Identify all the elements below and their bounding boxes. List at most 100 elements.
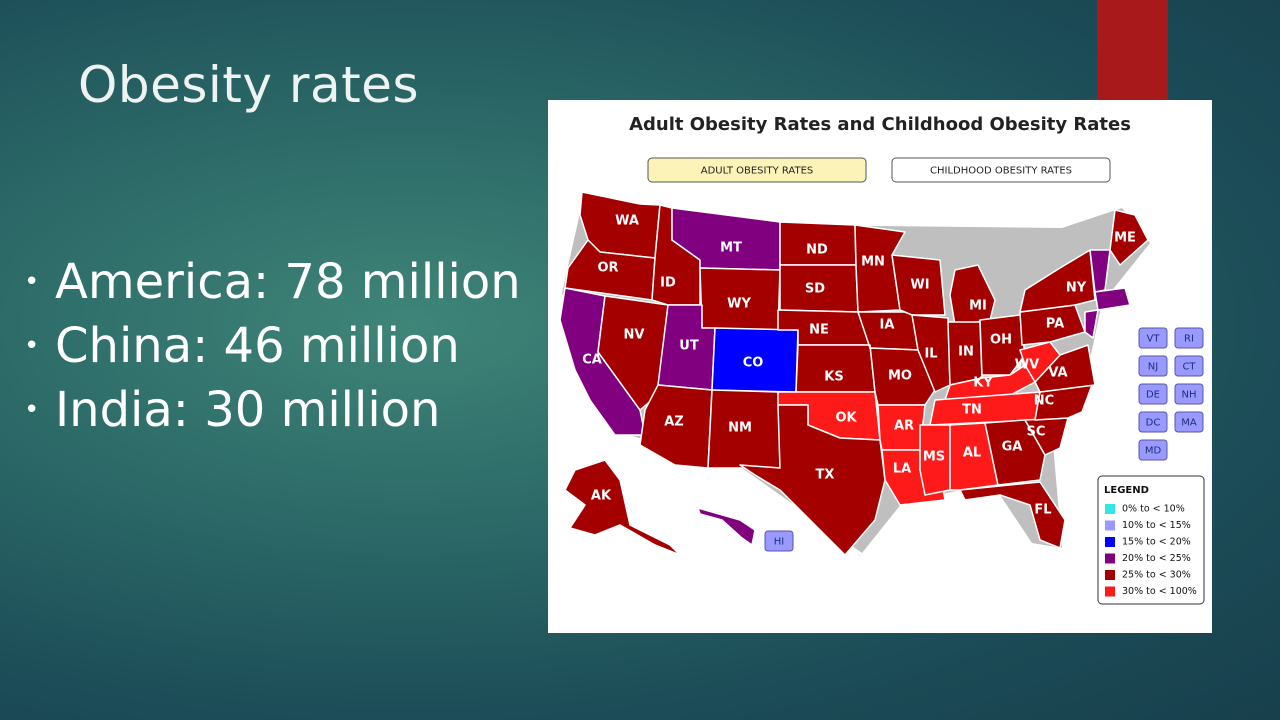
- state-label-ak: AK: [591, 489, 612, 504]
- state-shape-oh[interactable]: [979, 314, 1026, 376]
- legend-label: 25% to < 30%: [1122, 570, 1191, 581]
- state-button-label: DE: [1146, 390, 1160, 401]
- bullet-item: • America: 78 million: [24, 250, 521, 314]
- state-shape-ga[interactable]: [984, 419, 1046, 486]
- state-region-ma-ct-ri: [1094, 287, 1131, 311]
- legend-item: 20% to < 25%: [1105, 553, 1191, 564]
- legend-item: 25% to < 30%: [1105, 570, 1191, 581]
- state-label-me: ME: [1114, 231, 1136, 246]
- state-label-sc: SC: [1027, 425, 1046, 440]
- state-label-nv: NV: [624, 328, 645, 343]
- legend-label: 0% to < 10%: [1122, 504, 1185, 515]
- state-label-il: IL: [924, 347, 937, 362]
- state-label-id: ID: [660, 276, 676, 291]
- obesity-map-image: Adult Obesity Rates and Childhood Obesit…: [548, 100, 1212, 633]
- state-label-ok: OK: [835, 411, 857, 426]
- state-button-label: NJ: [1148, 362, 1158, 373]
- state-shape-ms[interactable]: [919, 424, 951, 496]
- bullet-icon: •: [24, 267, 40, 297]
- legend-item: 15% to < 20%: [1105, 537, 1191, 548]
- state-shape-tx[interactable]: [739, 404, 886, 556]
- accent-bar: [1097, 0, 1168, 100]
- state-label-mi: MI: [969, 299, 987, 314]
- small-state-buttons: VT RI NJ CT DE NH DC MA MD: [1138, 327, 1204, 461]
- state-label-ar: AR: [894, 419, 914, 434]
- state-shape-fl[interactable]: [959, 481, 1066, 549]
- state-label-az: AZ: [664, 415, 684, 430]
- state-label-nm: NM: [728, 421, 752, 436]
- state-shape-ny[interactable]: [1019, 249, 1096, 313]
- state-button-ct[interactable]: CT: [1174, 355, 1204, 377]
- state-button-nj[interactable]: NJ: [1138, 355, 1168, 377]
- state-shape-ks[interactable]: [795, 344, 876, 393]
- state-shape-wi[interactable]: [891, 254, 946, 316]
- legend-item: 10% to < 15%: [1105, 520, 1191, 531]
- state-label-mt: MT: [720, 241, 742, 256]
- state-shape-wv[interactable]: [1019, 341, 1061, 383]
- bullet-item: • China: 46 million: [24, 314, 521, 378]
- state-button-label: VT: [1147, 334, 1161, 345]
- legend-swatch: [1105, 520, 1115, 531]
- state-label-or: OR: [597, 261, 618, 276]
- bullet-text: America: 78 million: [55, 254, 521, 310]
- state-region-nj: [1084, 309, 1099, 339]
- state-label-ky: KY: [973, 376, 993, 391]
- tab-adult-obesity[interactable]: ADULT OBESITY RATES: [647, 157, 867, 183]
- bullet-list: • America: 78 million • China: 46 million …: [24, 250, 521, 442]
- state-label-nd: ND: [806, 243, 828, 258]
- legend-swatch: [1105, 570, 1115, 580]
- legend-swatch: [1105, 586, 1115, 597]
- legend-label: 20% to < 25%: [1122, 553, 1191, 564]
- state-label-pa: PA: [1046, 317, 1064, 332]
- state-button-label: MA: [1181, 418, 1197, 429]
- state-label-va: VA: [1048, 366, 1067, 381]
- bullet-icon: •: [24, 395, 40, 425]
- state-label-mn: MN: [861, 255, 885, 270]
- state-label-wv: WV: [1015, 358, 1039, 373]
- state-button-de[interactable]: DE: [1138, 383, 1168, 405]
- map-legend: LEGEND 0% to < 10% 10% to < 15% 15% to < 2…: [1097, 475, 1205, 605]
- state-label-la: LA: [893, 462, 911, 477]
- tab-childhood-obesity[interactable]: CHILDHOOD OBESITY RATES: [891, 157, 1111, 183]
- legend-title: LEGEND: [1104, 485, 1149, 496]
- state-label-fl: FL: [1034, 503, 1051, 518]
- legend-label: 10% to < 15%: [1122, 520, 1191, 531]
- state-shape-ak[interactable]: [564, 459, 681, 556]
- state-button-label: RI: [1184, 334, 1194, 345]
- legend-item: 30% to < 100%: [1105, 586, 1197, 597]
- state-label-tx: TX: [816, 468, 835, 483]
- tab-label: CHILDHOOD OBESITY RATES: [930, 166, 1072, 177]
- bullet-icon: •: [24, 331, 40, 361]
- state-label-ga: GA: [1002, 440, 1023, 455]
- map-title: Adult Obesity Rates and Childhood Obesit…: [629, 114, 1131, 135]
- state-shape-il[interactable]: [911, 314, 951, 393]
- state-button-ma[interactable]: MA: [1174, 411, 1204, 433]
- state-label-mo: MO: [888, 369, 912, 384]
- state-label-nc: NC: [1034, 394, 1054, 409]
- state-label-oh: OH: [990, 333, 1012, 348]
- legend-swatch: [1105, 504, 1115, 514]
- state-button-ri[interactable]: RI: [1174, 327, 1204, 349]
- state-button-nh[interactable]: NH: [1174, 383, 1204, 405]
- state-button-md[interactable]: MD: [1138, 439, 1168, 461]
- state-label-ny: NY: [1066, 281, 1087, 296]
- slide-title: Obesity rates: [78, 56, 419, 114]
- state-label-ks: KS: [824, 370, 843, 385]
- state-button-dc[interactable]: DC: [1138, 411, 1168, 433]
- state-label-ia: IA: [880, 318, 895, 333]
- state-button-label: MD: [1145, 446, 1162, 457]
- state-shape-hi[interactable]: [697, 507, 756, 546]
- state-label-wy: WY: [727, 297, 751, 312]
- bullet-item: • India: 30 million: [24, 378, 521, 442]
- state-label-sd: SD: [805, 282, 825, 297]
- state-label-al: AL: [963, 446, 981, 461]
- us-obesity-map: Adult Obesity Rates and Childhood Obesit…: [559, 114, 1205, 605]
- state-button-hi[interactable]: HI: [764, 530, 794, 552]
- state-label-wa: WA: [615, 214, 639, 229]
- state-button-label: NH: [1182, 390, 1197, 401]
- state-shape-me[interactable]: [1109, 209, 1149, 266]
- state-label-wi: WI: [910, 278, 929, 293]
- state-labels: WA OR CA NV ID MT WY UT CO AZ NM ND SD N…: [582, 214, 1136, 518]
- state-label-co: CO: [743, 356, 764, 371]
- state-button-vt[interactable]: VT: [1138, 327, 1168, 349]
